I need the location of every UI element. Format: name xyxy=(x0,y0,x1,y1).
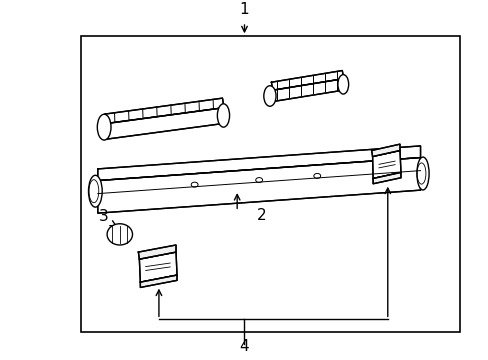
Polygon shape xyxy=(138,245,176,259)
Ellipse shape xyxy=(337,75,348,94)
Polygon shape xyxy=(105,98,224,123)
Ellipse shape xyxy=(88,175,102,207)
Polygon shape xyxy=(372,172,400,184)
Text: 2: 2 xyxy=(256,208,266,223)
Text: 1: 1 xyxy=(239,3,249,17)
Polygon shape xyxy=(103,108,224,140)
Polygon shape xyxy=(98,146,420,181)
Ellipse shape xyxy=(416,157,428,190)
Ellipse shape xyxy=(217,104,229,127)
Polygon shape xyxy=(371,144,399,157)
Text: 4: 4 xyxy=(239,339,249,354)
Polygon shape xyxy=(98,158,420,213)
Polygon shape xyxy=(269,79,343,102)
Ellipse shape xyxy=(264,86,276,106)
Polygon shape xyxy=(372,150,400,179)
Polygon shape xyxy=(140,275,177,287)
Ellipse shape xyxy=(97,114,111,140)
Polygon shape xyxy=(271,71,343,90)
Bar xyxy=(81,36,459,332)
Polygon shape xyxy=(139,252,177,282)
Text: 3: 3 xyxy=(99,209,109,224)
Ellipse shape xyxy=(107,224,132,245)
